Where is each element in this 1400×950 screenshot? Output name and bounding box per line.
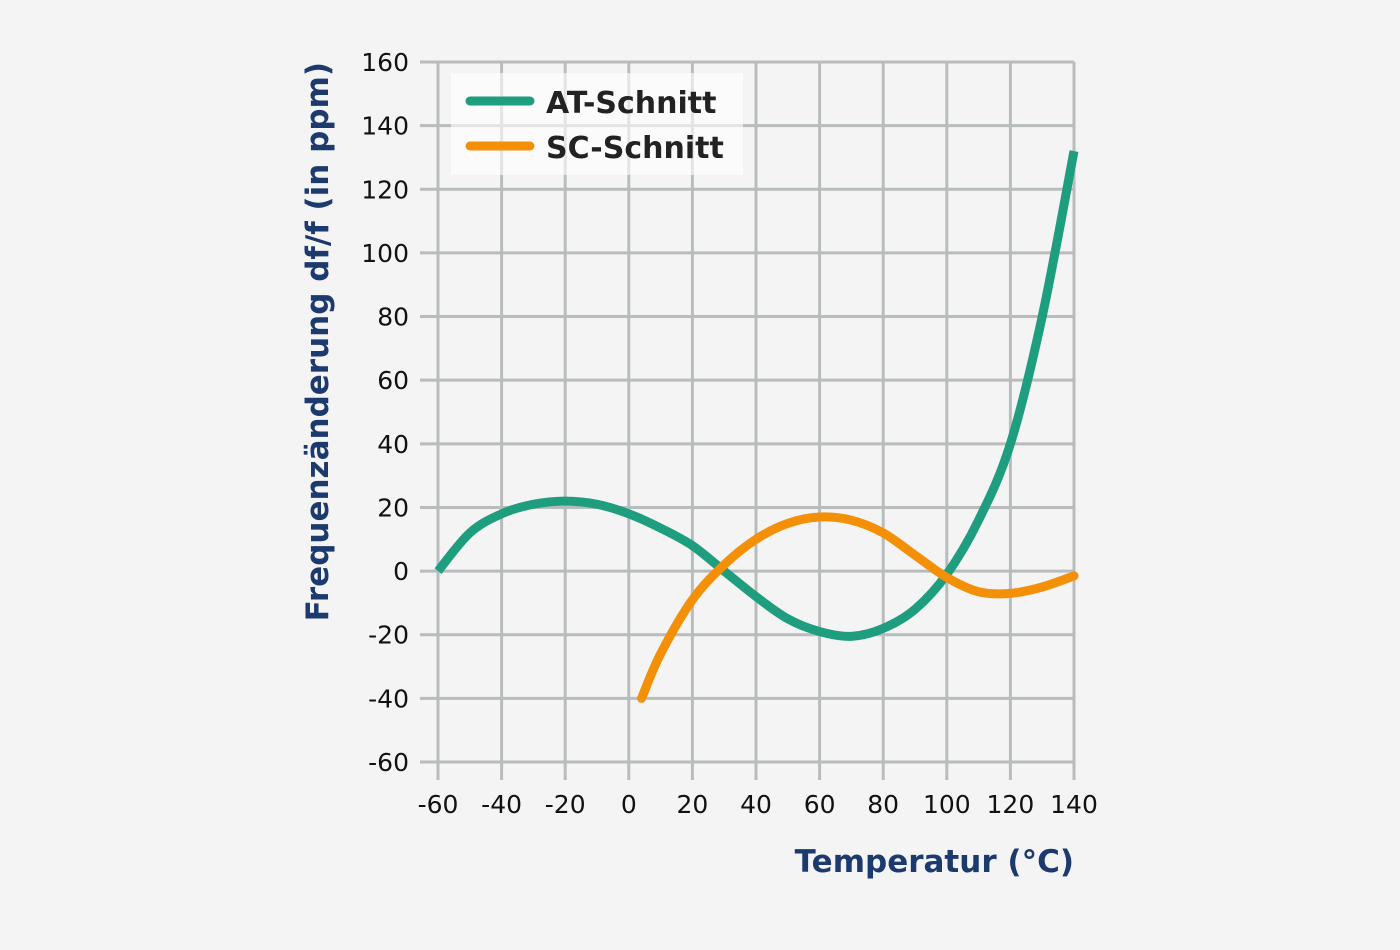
y-tick-label: -20 (368, 621, 409, 650)
y-tick-label: 0 (393, 557, 409, 586)
y-tick-label: -60 (368, 748, 409, 777)
legend-label-at: AT-Schnitt (546, 86, 716, 121)
x-axis-title: Temperatur (°C) (795, 844, 1074, 880)
x-tick-label: -40 (481, 790, 522, 819)
x-tick-label: 60 (804, 790, 836, 819)
x-tick-label: 20 (676, 790, 708, 819)
legend-label-sc: SC-Schnitt (546, 131, 724, 166)
y-tick-label: 160 (361, 48, 409, 77)
y-tick-label: 40 (377, 430, 409, 459)
legend: AT-Schnitt SC-Schnitt (451, 73, 743, 175)
y-tick-label: 20 (377, 493, 409, 522)
y-tick-label: 80 (377, 303, 409, 332)
series-line-sc-schnitt (637, 512, 1079, 703)
series-lines (434, 150, 1079, 703)
y-tick-label: 100 (361, 239, 409, 268)
legend-box (451, 73, 743, 175)
grid (420, 60, 1076, 780)
y-tick-label: 60 (377, 366, 409, 395)
x-tick-label: -20 (545, 790, 586, 819)
x-tick-label: 0 (621, 790, 637, 819)
x-tick-label: 140 (1050, 790, 1098, 819)
x-tick-label: 120 (987, 790, 1035, 819)
y-axis-title: Frequenzänderung df/f (in ppm) (300, 62, 336, 621)
x-tick-label: -60 (418, 790, 459, 819)
y-tick-label: -40 (368, 684, 409, 713)
y-tick-label: 120 (361, 175, 409, 204)
x-tick-labels: -60 -40 -20 0 20 40 60 80 100 120 140 (418, 790, 1098, 819)
y-tick-labels: 160 140 120 100 80 60 40 20 0 -20 -40 -60 (361, 48, 409, 777)
y-tick-label: 140 (361, 112, 409, 141)
series-line-at-schnitt (434, 150, 1079, 641)
x-tick-label: 80 (867, 790, 899, 819)
x-tick-label: 100 (923, 790, 971, 819)
x-tick-label: 40 (740, 790, 772, 819)
